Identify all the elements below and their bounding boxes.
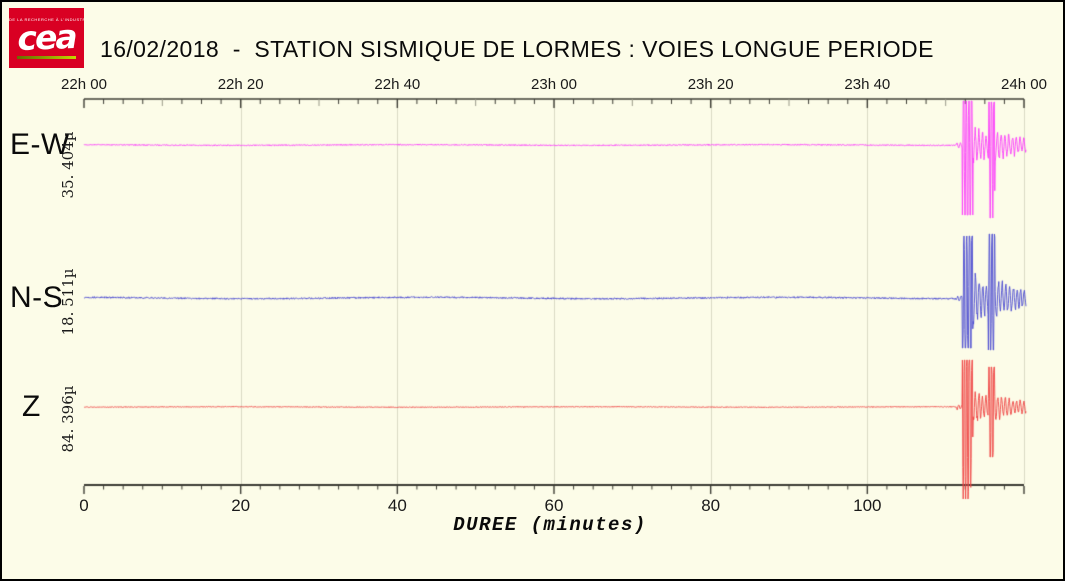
top-axis-tick-label: 24h 00 — [1001, 76, 1047, 93]
bottom-axis-tick-label: 40 — [387, 496, 407, 515]
cea-logo-tagline: DE LA RECHERCHE À L'INDUSTRIE — [9, 17, 84, 22]
top-axis-tick-label: 23h 20 — [687, 76, 734, 93]
trace-label-ew: E-W — [10, 128, 70, 161]
trace-label-ns: N-S — [10, 281, 64, 314]
trace-label-z: Z — [22, 390, 41, 423]
page-title: 16/02/2018 - STATION SISMIQUE DE LORMES … — [100, 36, 934, 62]
amplitude-label-z: 84. 396µ — [59, 385, 77, 453]
bottom-axis-tick-label: 80 — [701, 496, 721, 515]
top-axis-tick-label: 22h 40 — [374, 76, 421, 93]
bottom-axis-tick-label: 100 — [853, 496, 882, 515]
x-axis-title: DUREE (minutes) — [453, 514, 647, 536]
amplitude-label-ew: 35. 404µ — [59, 131, 77, 199]
top-axis-tick-label: 22h 20 — [217, 76, 264, 93]
cea-logo-word: cea — [16, 16, 77, 59]
bottom-axis-tick-label: 60 — [544, 496, 564, 515]
top-axis-tick-label: 23h 00 — [531, 76, 577, 93]
cea-logo: DE LA RECHERCHE À L'INDUSTRIE cea — [9, 8, 84, 68]
top-axis-tick-label: 22h 00 — [61, 76, 107, 93]
top-axis-tick-label: 23h 40 — [844, 76, 891, 93]
bottom-axis-tick-label: 20 — [231, 496, 251, 515]
amplitude-label-ns: 18. 511µ — [59, 268, 77, 336]
cea-logo-underline-icon — [17, 55, 76, 59]
bottom-axis-tick-label: 0 — [79, 496, 89, 515]
